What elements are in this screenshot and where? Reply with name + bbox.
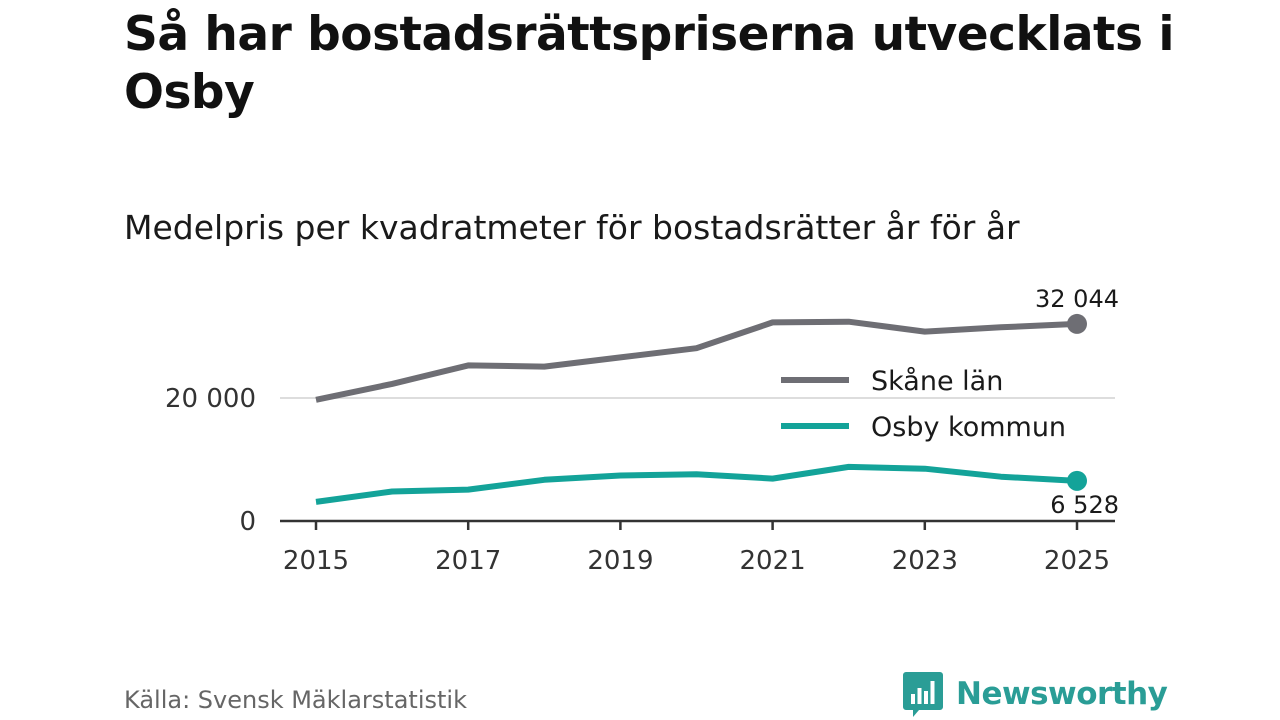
x-tick-label: 2025	[1044, 546, 1110, 576]
series-line-osby	[315, 463, 1078, 505]
newsworthy-logo-icon	[903, 672, 943, 717]
gridlines: 0 20 000	[165, 384, 1115, 537]
end-value-label-osby: 6 528	[1050, 491, 1119, 519]
end-value-label-skane: 32 044	[1035, 285, 1119, 313]
legend-label-osby: Osby kommun	[871, 412, 1066, 443]
brand-logo: Newsworthy	[902, 670, 1168, 718]
series-line-skane	[315, 318, 1078, 403]
x-tick-label: 2015	[283, 546, 349, 576]
chart-title: Så har bostadsrättspriserna utvecklats i…	[124, 7, 1174, 120]
brand-name: Newsworthy	[956, 676, 1168, 712]
data-point-skane	[1067, 313, 1087, 334]
x-tick-label: 2023	[892, 546, 958, 576]
data-labels: 32 044 6 528	[1035, 285, 1119, 519]
x-tick-label: 2017	[435, 546, 501, 576]
y-tick-label: 20 000	[165, 384, 256, 414]
data-point-osby	[1067, 470, 1087, 491]
legend: Skåne län Osby kommun	[781, 366, 1066, 443]
chart-subtitle: Medelpris per kvadratmeter för bostadsrä…	[124, 208, 1020, 247]
y-tick-label: 0	[239, 507, 256, 537]
x-tick-label: 2019	[587, 546, 653, 576]
x-tick-label: 2021	[740, 546, 806, 576]
x-axis: 2015 2017 2019 2021 2023 2025	[280, 519, 1115, 576]
source-note: Källa: Svensk Mäklarstatistik	[124, 686, 467, 714]
legend-label-skane: Skåne län	[871, 366, 1003, 397]
series-lines	[315, 313, 1087, 505]
